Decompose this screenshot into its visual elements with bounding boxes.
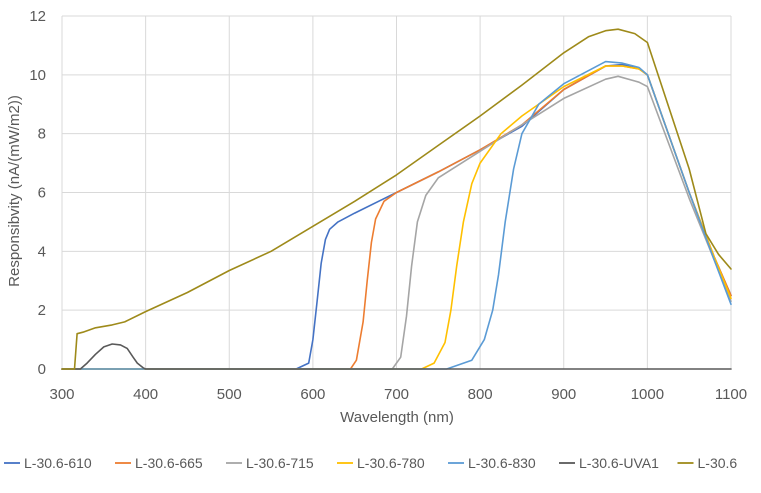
y-axis-tick-labels: 0 2 4 6 8 10 12 (29, 8, 46, 378)
y-tick-label: 0 (38, 361, 46, 378)
x-axis-tick-labels: 300 400 500 600 700 800 900 1000 1100 (49, 386, 747, 403)
x-axis-title: Wavelength (nm) (340, 409, 454, 426)
legend-item: L-30.6-715 (226, 455, 314, 471)
legend-item: L-30.6-610 (4, 455, 92, 471)
legend-label: L-30.6-830 (468, 455, 536, 471)
y-tick-label: 4 (38, 243, 46, 260)
y-tick-label: 8 (38, 126, 46, 143)
x-tick-label: 700 (384, 386, 409, 403)
legend-item: L-30.6-665 (115, 455, 203, 471)
legend-item: L-30.6-830 (448, 455, 536, 471)
legend-item: L-30.6 (677, 455, 738, 471)
x-tick-label: 500 (217, 386, 242, 403)
legend-label: L-30.6-610 (24, 455, 92, 471)
x-tick-label: 800 (468, 386, 493, 403)
y-tick-label: 10 (29, 67, 46, 84)
legend-label: L-30.6 (698, 455, 738, 471)
series-lines (61, 28, 732, 370)
x-tick-label: 900 (551, 386, 576, 403)
series-line-l-30-6-uva1 (61, 343, 732, 370)
legend-label: L-30.6-665 (135, 455, 203, 471)
x-tick-label: 1000 (631, 386, 664, 403)
y-tick-label: 6 (38, 185, 46, 202)
x-tick-label: 300 (49, 386, 74, 403)
y-tick-label: 2 (38, 302, 46, 319)
legend-item: L-30.6-UVA1 (559, 455, 659, 471)
x-tick-label: 1100 (715, 386, 747, 403)
legend-label: L-30.6-UVA1 (579, 455, 659, 471)
legend-item: L-30.6-780 (337, 455, 425, 471)
y-axis-title: Responsibvity (nA/(mW/m2)) (6, 95, 23, 287)
x-tick-label: 400 (133, 386, 158, 403)
x-tick-label: 600 (300, 386, 325, 403)
legend-label: L-30.6-715 (246, 455, 314, 471)
gridlines (61, 15, 732, 370)
series-line-l-30-6-830 (61, 60, 732, 370)
legend-label: L-30.6-780 (357, 455, 425, 471)
legend: L-30.6-610 L-30.6-665 L-30.6-715 L-30.6-780… (4, 455, 737, 471)
series-line-l-30-6-715 (61, 75, 732, 370)
series-line-l-30-6 (61, 28, 732, 370)
y-tick-label: 12 (29, 8, 46, 25)
